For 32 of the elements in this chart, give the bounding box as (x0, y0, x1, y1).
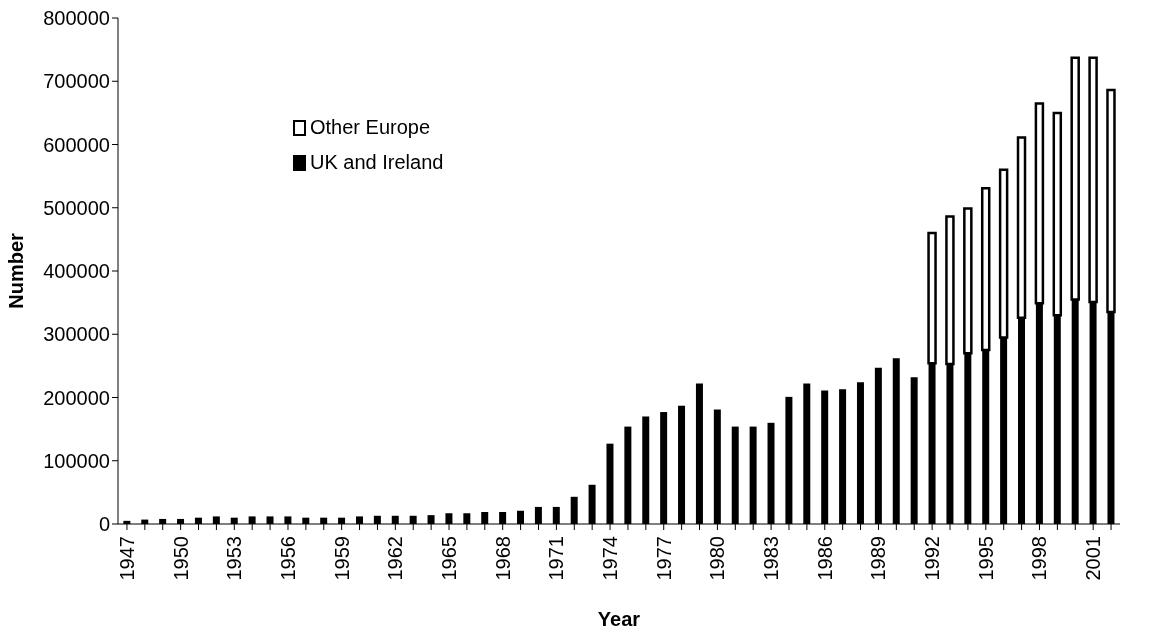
x-tick-label: 1998 (1028, 536, 1051, 581)
legend-label: Other Europe (310, 116, 431, 139)
y-tick-label: 500000 (43, 196, 110, 219)
x-tick-label: 2001 (1082, 536, 1105, 581)
y-tick-label: 400000 (43, 260, 110, 283)
y-tick-label: 700000 (43, 70, 110, 93)
y-tick-label: 0 (98, 513, 110, 536)
y-axis-title: Number (5, 233, 28, 309)
x-tick-label: 1950 (169, 536, 192, 581)
x-tick-label: 1977 (652, 536, 675, 581)
x-tick-label: 1965 (438, 536, 461, 581)
x-tick-label: 1986 (813, 536, 836, 581)
x-tick-label: 1956 (276, 536, 299, 581)
x-tick-label: 1974 (599, 536, 622, 581)
x-tick-label: 1959 (330, 536, 353, 581)
legend-label: UK and Ireland (310, 151, 444, 174)
x-tick-label: 1953 (223, 536, 246, 581)
x-tick-label: 1962 (384, 536, 407, 581)
y-tick-label: 100000 (43, 449, 110, 472)
y-tick-label: 300000 (43, 323, 110, 346)
x-axis-title: Year (597, 608, 641, 630)
x-tick-label: 1983 (760, 536, 783, 581)
x-tick-label: 1995 (974, 536, 997, 581)
y-tick-label: 600000 (43, 133, 110, 156)
x-tick-label: 1968 (491, 536, 514, 581)
x-tick-label: 1971 (545, 536, 568, 581)
x-tick-label: 1992 (921, 536, 944, 581)
y-tick-label: 200000 (43, 386, 110, 409)
x-tick-label: 1989 (867, 536, 890, 581)
x-tick-label: 1947 (115, 536, 138, 581)
y-tick-label: 800000 (43, 7, 110, 30)
x-tick-label: 1980 (706, 536, 729, 581)
